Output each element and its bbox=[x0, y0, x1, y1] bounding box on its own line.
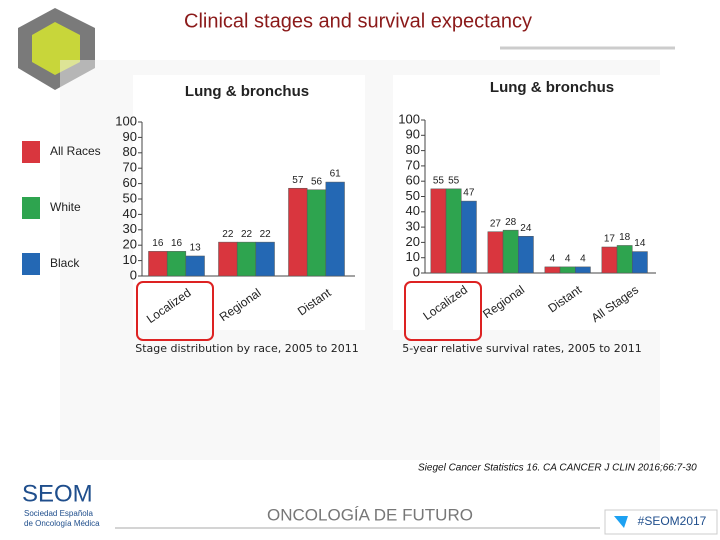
bar bbox=[461, 200, 477, 274]
data-label: 24 bbox=[520, 223, 532, 234]
chart-caption: Stage distribution by race, 2005 to 2011 bbox=[135, 342, 359, 355]
data-label: 22 bbox=[241, 229, 253, 240]
data-label: 55 bbox=[448, 175, 460, 186]
legend-label: White bbox=[50, 200, 81, 214]
y-tick-label: 40 bbox=[406, 203, 420, 218]
chart-title: Lung & bronchus bbox=[185, 83, 309, 100]
data-label: 16 bbox=[171, 238, 183, 249]
bar bbox=[502, 229, 519, 274]
legend-swatch bbox=[22, 141, 40, 163]
bar bbox=[255, 241, 275, 277]
legend-label: All Races bbox=[50, 144, 101, 158]
data-label: 4 bbox=[565, 254, 571, 265]
bar bbox=[325, 181, 345, 277]
y-tick-label: 60 bbox=[123, 175, 137, 190]
bar bbox=[445, 188, 462, 274]
data-label: 61 bbox=[330, 169, 342, 180]
y-tick-label: 20 bbox=[406, 234, 420, 249]
legend-label: Black bbox=[50, 256, 80, 270]
bar bbox=[601, 246, 618, 274]
slide-title: Clinical stages and survival expectancy bbox=[184, 10, 532, 32]
y-tick-label: 50 bbox=[123, 190, 137, 205]
bar bbox=[148, 251, 168, 277]
bar bbox=[430, 188, 447, 274]
y-tick-label: 10 bbox=[406, 249, 420, 264]
data-label: 4 bbox=[550, 254, 556, 265]
data-label: 14 bbox=[634, 238, 646, 249]
bar bbox=[236, 241, 257, 277]
data-label: 28 bbox=[505, 217, 517, 228]
data-label: 22 bbox=[222, 229, 234, 240]
bar bbox=[544, 266, 561, 274]
y-tick-label: 50 bbox=[406, 188, 420, 203]
y-tick-label: 100 bbox=[115, 113, 137, 128]
legend-swatch bbox=[22, 253, 40, 275]
bar bbox=[575, 266, 591, 274]
data-label: 13 bbox=[190, 243, 202, 254]
y-tick-label: 60 bbox=[406, 173, 420, 188]
y-tick-label: 70 bbox=[406, 157, 420, 172]
bar bbox=[185, 255, 205, 277]
hashtag: #SEOM2017 bbox=[638, 514, 707, 528]
y-tick-label: 90 bbox=[406, 127, 420, 142]
society-name: Sociedad Española bbox=[24, 509, 93, 518]
y-tick-label: 20 bbox=[123, 237, 137, 252]
bar bbox=[518, 236, 534, 274]
data-label: 18 bbox=[619, 232, 631, 243]
y-tick-label: 10 bbox=[123, 252, 137, 267]
y-tick-label: 70 bbox=[123, 160, 137, 175]
data-label: 27 bbox=[490, 218, 502, 229]
bar bbox=[288, 187, 308, 277]
data-label: 56 bbox=[311, 176, 323, 187]
chart-caption: 5-year relative survival rates, 2005 to … bbox=[402, 342, 642, 355]
chart-title: Lung & bronchus bbox=[490, 79, 614, 96]
data-label: 55 bbox=[433, 175, 445, 186]
y-tick-label: 90 bbox=[123, 129, 137, 144]
y-tick-label: 100 bbox=[398, 111, 420, 126]
citation: Siegel Cancer Statistics 16. CA CANCER J… bbox=[418, 463, 697, 474]
data-label: 17 bbox=[604, 234, 616, 245]
bar bbox=[487, 231, 504, 274]
data-label: 4 bbox=[580, 254, 586, 265]
bar bbox=[616, 245, 633, 274]
y-tick-label: 0 bbox=[413, 264, 420, 279]
bar bbox=[166, 251, 187, 277]
y-tick-label: 0 bbox=[130, 267, 137, 282]
bird-icon bbox=[614, 516, 628, 528]
bar bbox=[306, 189, 327, 277]
y-tick-label: 40 bbox=[123, 206, 137, 221]
highlight-box bbox=[404, 281, 482, 341]
y-tick-label: 30 bbox=[406, 219, 420, 234]
y-tick-label: 30 bbox=[123, 221, 137, 236]
data-label: 16 bbox=[152, 238, 164, 249]
data-label: 47 bbox=[463, 188, 475, 199]
data-label: 22 bbox=[260, 229, 272, 240]
bar bbox=[632, 251, 648, 274]
y-tick-label: 80 bbox=[123, 144, 137, 159]
footer-logo: SEOM bbox=[22, 480, 93, 507]
bar bbox=[559, 266, 576, 274]
legend-swatch bbox=[22, 197, 40, 219]
data-label: 57 bbox=[292, 175, 304, 186]
highlight-box bbox=[136, 281, 214, 341]
motto: ONCOLOGÍA DE FUTURO bbox=[267, 505, 473, 524]
bar bbox=[218, 241, 238, 277]
society-name: de Oncología Médica bbox=[24, 519, 100, 528]
y-tick-label: 80 bbox=[406, 142, 420, 157]
